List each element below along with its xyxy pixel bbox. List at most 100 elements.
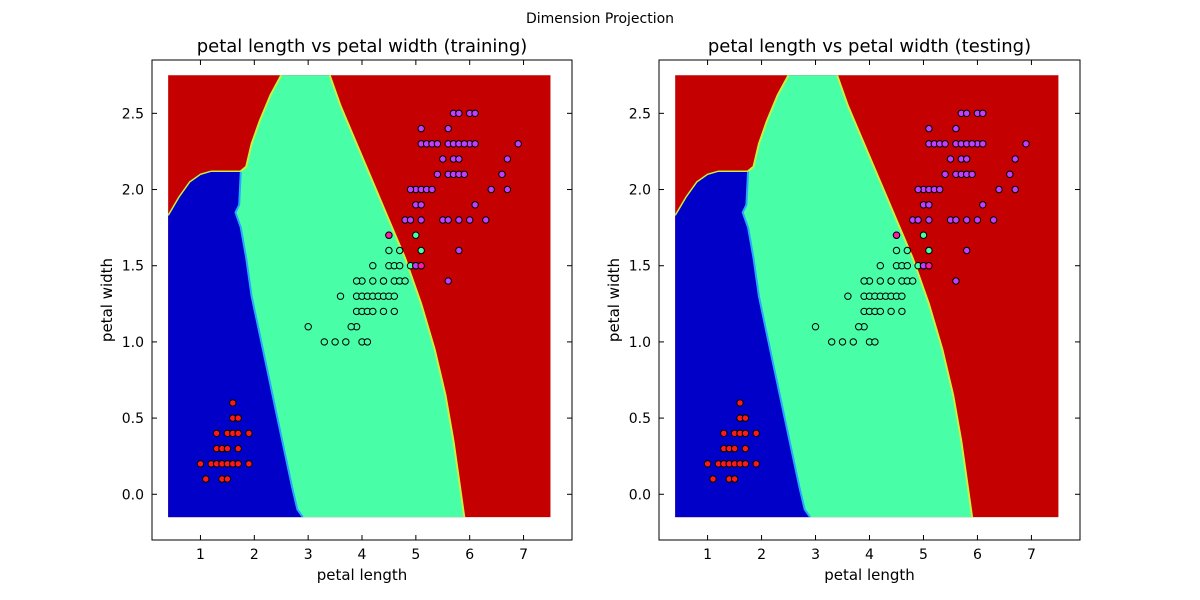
point-class2 xyxy=(471,140,479,148)
point-class0 xyxy=(741,444,750,453)
panel-title: petal length vs petal width (testing) xyxy=(708,36,1031,57)
point-class1 xyxy=(811,323,820,331)
point-class1 xyxy=(828,338,836,346)
region-class1 xyxy=(235,75,465,518)
boundary-class1-class2-right xyxy=(836,74,974,518)
point-class0 xyxy=(234,460,242,468)
panel-training: 1 2 3 4 5 6 7 0.0 0.5 1.0 1.5 2.0 2.5 petal length vs… xyxy=(98,36,573,584)
boundary-class0-class1 xyxy=(234,171,304,518)
point-class0 xyxy=(730,444,739,453)
y-tick-label: 0.0 xyxy=(629,487,651,503)
point-class0 xyxy=(234,444,242,453)
point-class0 xyxy=(736,399,744,407)
boundary-class1-class2-right xyxy=(328,74,466,518)
y-tick-label: 2.5 xyxy=(122,106,144,122)
point-class2 xyxy=(482,216,490,224)
point-class2 xyxy=(444,124,452,133)
boundary-class1-class2-left xyxy=(240,74,283,172)
boundary-class0-class2 xyxy=(167,170,241,216)
region-class0 xyxy=(675,171,811,518)
point-class2 xyxy=(1011,155,1019,163)
point-class0 xyxy=(196,460,205,468)
x-tick-label: 1 xyxy=(196,547,205,563)
point-class1 xyxy=(369,277,377,285)
point-class1 xyxy=(379,307,388,316)
point-class2 xyxy=(433,170,442,179)
y-tick-label: 1.0 xyxy=(629,335,651,351)
x-tick-label: 4 xyxy=(358,547,367,563)
point-class1 xyxy=(342,338,350,346)
point-class0 xyxy=(212,429,221,437)
point-class0 xyxy=(223,444,232,453)
point-class0 xyxy=(245,429,253,437)
point-class1 xyxy=(390,307,398,316)
point-class0 xyxy=(234,429,242,437)
point-class0 xyxy=(752,460,760,468)
point-class2 xyxy=(503,185,512,194)
point-class1 xyxy=(369,307,377,316)
point-class2 xyxy=(455,155,463,163)
y-axis-label: petal width xyxy=(98,258,116,342)
point-class2 xyxy=(428,185,436,194)
y-tick-label: 1.5 xyxy=(629,259,651,275)
boundary-class0-class1 xyxy=(741,171,811,518)
point-class2 xyxy=(995,185,1003,194)
point-class2 xyxy=(487,185,495,194)
suptitle: Dimension Projection xyxy=(526,11,674,27)
y-tick-label: 2.0 xyxy=(629,183,651,199)
point-class1 xyxy=(919,231,928,239)
point-class1 xyxy=(390,292,398,300)
point-class0 xyxy=(709,475,717,483)
point-class2 xyxy=(460,170,468,179)
point-class1 xyxy=(909,277,917,285)
y-tick-label: 0.5 xyxy=(122,411,144,427)
point-class1 xyxy=(898,292,906,300)
point-class2 xyxy=(433,140,442,148)
point-class2 xyxy=(914,185,922,194)
point-class1 xyxy=(871,338,879,346)
y-tick-label: 1.5 xyxy=(122,259,144,275)
point-class1 xyxy=(304,323,312,331)
point-class2 xyxy=(952,277,960,285)
point-class2 xyxy=(979,109,987,118)
point-class2 xyxy=(498,170,506,179)
point-class2 xyxy=(925,124,933,133)
point-class1 xyxy=(412,231,420,239)
point-class1 xyxy=(876,307,884,316)
point-class0 xyxy=(752,429,760,437)
point-class0 xyxy=(229,399,237,407)
point-misclassified xyxy=(925,262,933,270)
point-class2 xyxy=(979,140,987,148)
y-tick-label: 2.5 xyxy=(629,106,651,122)
point-class1 xyxy=(363,338,372,346)
point-class1 xyxy=(898,307,906,316)
point-class2 xyxy=(406,185,415,194)
point-class1 xyxy=(887,277,895,285)
region-class0 xyxy=(168,171,303,518)
point-class2 xyxy=(968,140,976,148)
point-class1 xyxy=(838,338,847,346)
y-tick-label: 1.0 xyxy=(122,335,144,351)
point-class2 xyxy=(460,140,468,148)
point-class1 xyxy=(892,246,901,255)
point-class1 xyxy=(379,277,388,285)
point-class2 xyxy=(503,155,512,163)
point-class1 xyxy=(320,338,328,346)
point-class1 xyxy=(860,277,868,285)
point-class2 xyxy=(963,109,971,118)
x-tick-label: 7 xyxy=(519,547,528,563)
point-class2 xyxy=(1011,185,1019,194)
point-class2 xyxy=(471,201,479,209)
point-class1 xyxy=(396,262,404,270)
point-class2 xyxy=(471,109,479,118)
point-class1 xyxy=(903,262,911,270)
point-class1 xyxy=(903,246,911,255)
x-tick-label: 3 xyxy=(811,547,820,563)
x-tick-label: 1 xyxy=(703,547,712,563)
point-class2 xyxy=(914,216,922,224)
point-class0 xyxy=(720,429,728,437)
boundary-class0-class2 xyxy=(674,170,749,216)
point-class2 xyxy=(968,170,976,179)
